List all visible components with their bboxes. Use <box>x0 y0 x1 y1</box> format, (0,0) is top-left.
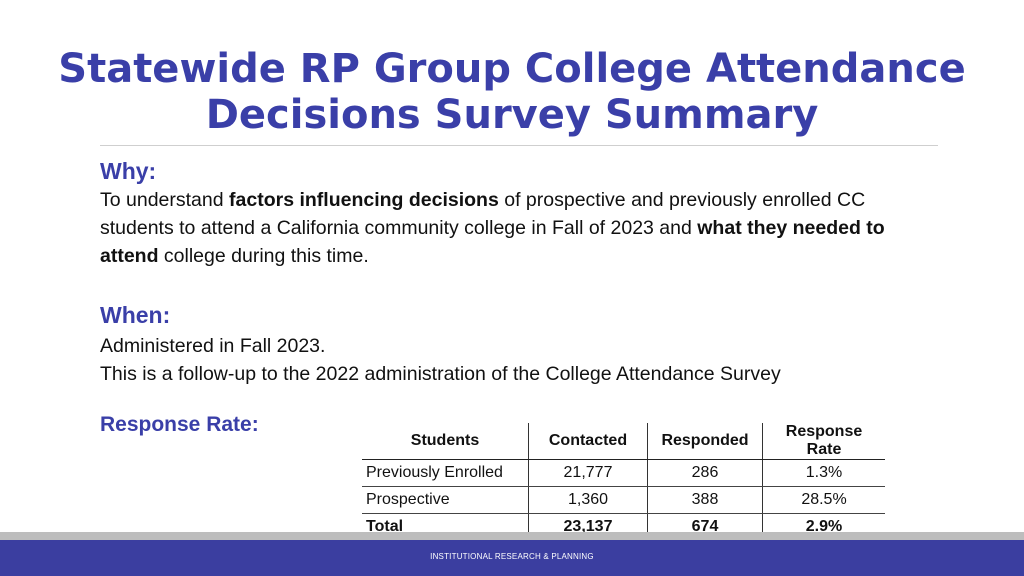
title-divider <box>100 145 938 146</box>
when-heading: When: <box>100 302 171 328</box>
table-cell: 21,777 <box>528 459 648 487</box>
why-bold-1: factors influencing decisions <box>229 189 499 211</box>
footer-stripe <box>0 532 1024 540</box>
table-cell: 286 <box>647 459 763 487</box>
table-cell: Previously Enrolled <box>362 459 529 487</box>
title-line-1: Statewide RP Group College Attendance <box>58 46 966 92</box>
table-row: Prospective 1,360 388 28.5% <box>362 486 885 514</box>
table-header-row: Students Contacted Responded Response Ra… <box>362 423 885 460</box>
footer-text: INSTITUTIONAL RESEARCH & PLANNING <box>430 552 594 561</box>
column-header-contacted: Contacted <box>528 423 648 460</box>
why-bold-2: what they needed to attend <box>100 217 885 267</box>
column-header-responded: Responded <box>647 423 763 460</box>
table-row: Previously Enrolled 21,777 286 1.3% <box>362 459 885 487</box>
when-paragraph: Administered in Fall 2023. This is a fol… <box>100 332 940 388</box>
table-cell: 1,360 <box>528 486 648 514</box>
column-header-students: Students <box>362 423 529 460</box>
table-cell: Prospective <box>362 486 529 514</box>
when-line-1: Administered in Fall 2023. <box>100 335 326 357</box>
footer-bar: INSTITUTIONAL RESEARCH & PLANNING <box>0 540 1024 576</box>
page-title: Statewide RP Group College Attendance De… <box>0 46 1024 138</box>
when-line-2: This is a follow-up to the 2022 administ… <box>100 363 781 385</box>
table-cell: 388 <box>647 486 763 514</box>
why-text-3: college during this time. <box>158 245 369 267</box>
table-cell: 1.3% <box>762 459 885 487</box>
response-rate-heading: Response Rate: <box>100 413 259 436</box>
why-text-2: of prospective and previously enrolled C… <box>100 189 866 239</box>
title-line-2: Decisions Survey Summary <box>205 92 819 138</box>
why-paragraph: To understand factors influencing decisi… <box>100 186 940 270</box>
table-cell: Total <box>366 518 404 535</box>
response-rate-table: Students Contacted Responded Response Ra… <box>362 423 885 540</box>
table-cell: 28.5% <box>762 486 885 514</box>
why-heading: Why: <box>100 158 157 184</box>
why-text-1: To understand <box>100 189 230 211</box>
column-header-response-rate: Response Rate <box>762 423 885 460</box>
